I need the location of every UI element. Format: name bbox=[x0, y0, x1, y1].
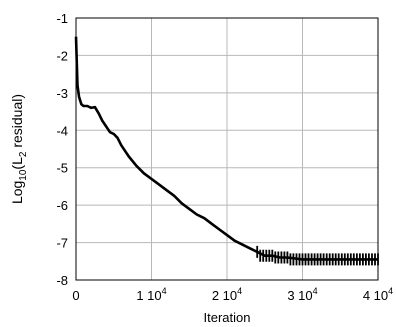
y-tick-label: -3 bbox=[56, 86, 68, 101]
y-tick-label: -6 bbox=[56, 198, 68, 213]
x-tick-label: 2 104 bbox=[212, 286, 242, 303]
x-tick-label: 0 bbox=[72, 288, 79, 303]
y-tick-label: -1 bbox=[56, 11, 68, 26]
y-tick-label: -7 bbox=[56, 236, 68, 251]
x-tick-label: 3 104 bbox=[287, 286, 317, 303]
x-tick-label: 1 104 bbox=[136, 286, 166, 303]
y-tick-label: -2 bbox=[56, 48, 68, 63]
x-tick-label: 4 104 bbox=[363, 286, 393, 303]
series-group bbox=[74, 36, 379, 266]
y-axis-label-open: (L bbox=[9, 157, 25, 170]
y-tick-label: -8 bbox=[56, 273, 68, 288]
y-axis-label-base: 10 bbox=[18, 169, 29, 181]
y-axis-label-log: Log bbox=[9, 181, 25, 204]
y-axis-label-sub: 2 bbox=[18, 151, 29, 157]
grid-lines bbox=[76, 18, 378, 280]
residual-oscillation-band bbox=[256, 245, 379, 266]
tick-labels: 0 1 104 2 104 3 104 4 104 -1 -2 -3 -4 -5 -6 -7 -8 bbox=[56, 11, 393, 303]
y-axis-label: Log10(L2 residual) bbox=[9, 94, 29, 204]
x-axis-label: Iteration bbox=[204, 310, 251, 325]
y-tick-label: -5 bbox=[56, 161, 68, 176]
y-axis-label-rest: residual) bbox=[9, 94, 25, 152]
plot-frame bbox=[75, 17, 379, 281]
y-tick-label: -4 bbox=[56, 123, 68, 138]
